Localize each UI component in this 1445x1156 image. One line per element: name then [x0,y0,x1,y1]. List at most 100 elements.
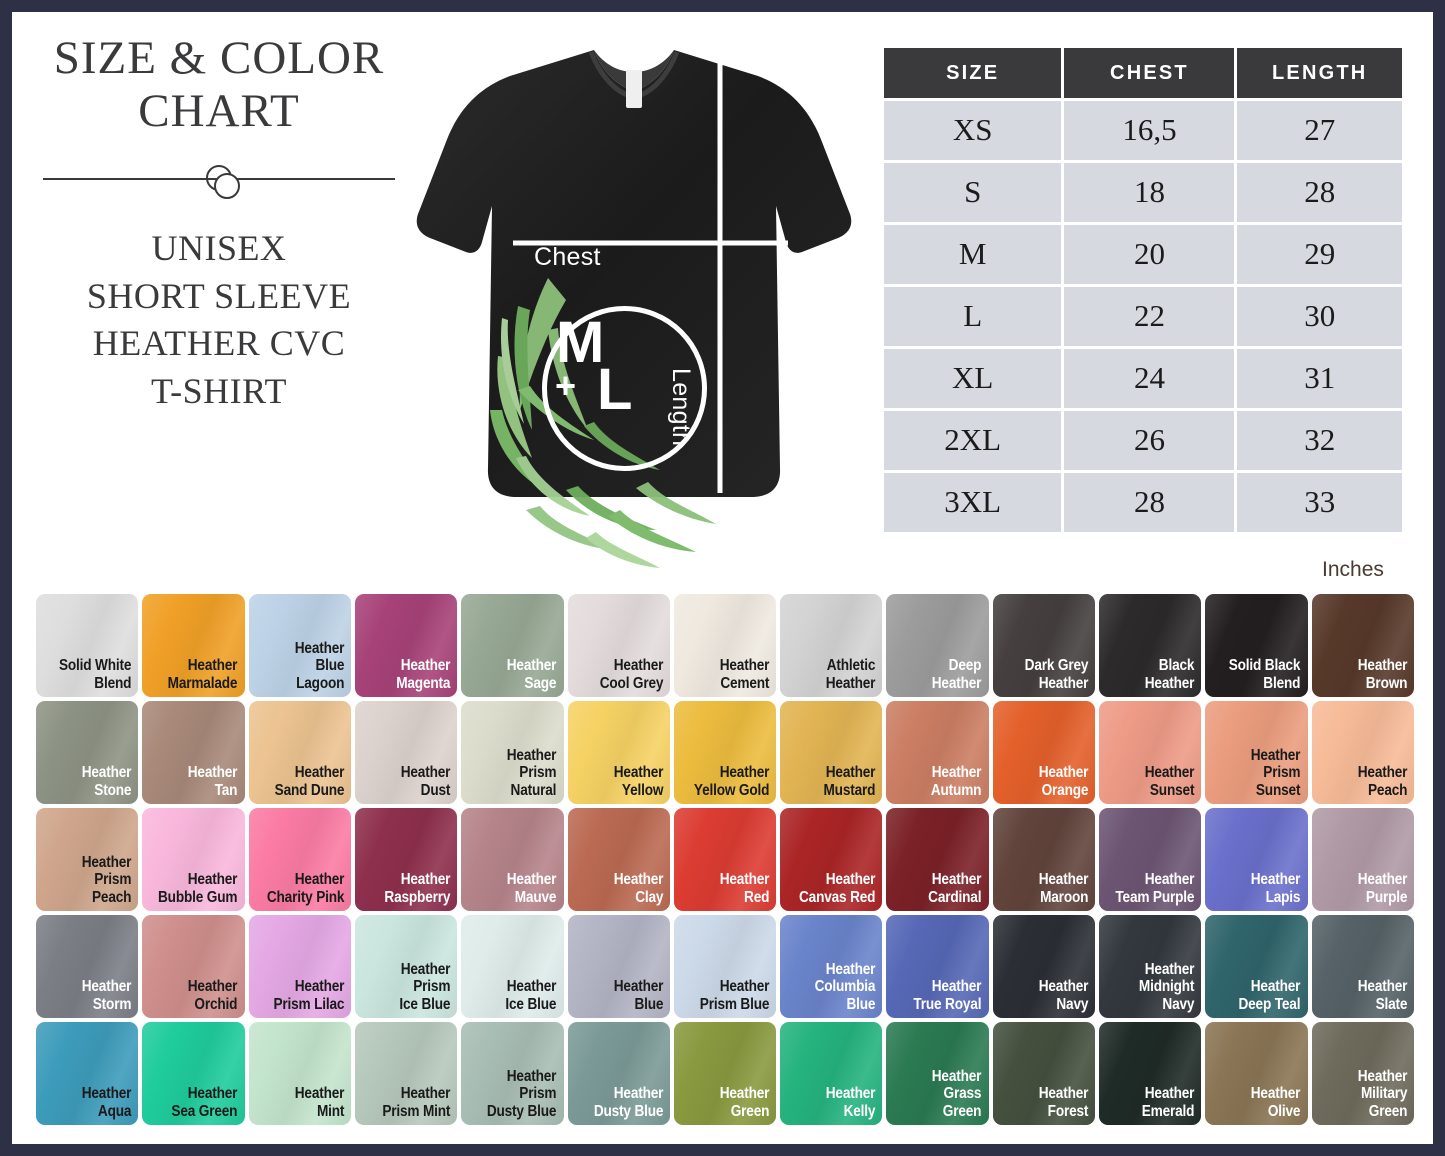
color-swatch[interactable]: Heather Deep Teal [1205,915,1308,1018]
swatch-label: Heather Storm [81,978,132,1013]
color-swatch[interactable]: Heather Yellow [567,701,670,804]
color-swatch[interactable]: Heather Sand Dune [248,701,351,804]
cell-length: 27 [1237,101,1402,160]
color-swatch[interactable]: Heather Team Purple [1099,808,1202,911]
color-swatch[interactable]: Heather Brown [1311,594,1414,697]
color-swatch[interactable]: Heather Cement [673,594,777,697]
color-swatch[interactable]: Heather Prism Mint [354,1022,458,1125]
cell-length: 28 [1237,163,1402,222]
color-swatch[interactable]: Heather Emerald [1099,1022,1202,1125]
color-swatch[interactable]: Deep Heather [886,594,989,697]
table-row: S 18 28 [884,163,1402,222]
color-swatch[interactable]: Heather Prism Blue [673,915,777,1018]
swatch-label: Deep Heather [932,657,982,692]
color-swatch[interactable]: Heather Cardinal [886,808,989,911]
color-swatch[interactable]: Heather Stone [36,701,139,804]
swatch-label: Heather Slate [1357,978,1407,1013]
color-swatch[interactable]: Heather Blue [567,915,670,1018]
swatch-label: Heather Columbia Blue [814,960,876,1013]
color-swatch[interactable]: Heather Dust [354,701,458,804]
color-swatch[interactable]: Solid Black Blend [1205,594,1308,697]
color-swatch[interactable]: Heather Maroon [992,808,1096,911]
color-swatch[interactable]: Heather Mint [248,1022,351,1125]
chart-frame: SIZE & COLOR CHART UNISEX SHORT SLEEVE H… [12,12,1433,1144]
swatch-label: Heather Prism Lilac [273,978,344,1013]
color-swatch[interactable]: Heather Sunset [1099,701,1202,804]
color-swatch[interactable]: Black Heather [1099,594,1202,697]
color-swatch[interactable]: Heather Midnight Navy [1099,915,1202,1018]
cell-length: 32 [1237,411,1402,470]
color-swatch[interactable]: Heather Prism Peach [36,808,139,911]
ml-logo-circle [542,306,707,471]
color-swatch[interactable]: Heather Peach [1311,701,1414,804]
color-swatch[interactable]: Heather Aqua [36,1022,139,1125]
swatch-label: Heather Midnight Navy [1138,960,1195,1013]
cell-size: L [884,287,1062,346]
color-swatch[interactable]: Heather Charity Pink [248,808,351,911]
color-swatch[interactable]: Dark Grey Heather [992,594,1096,697]
color-swatch[interactable]: Heather Grass Green [886,1022,989,1125]
swatch-label: Heather Bubble Gum [158,871,238,906]
swatch-label: Heather Orchid [188,978,238,1013]
swatch-label: Heather Ice Blue [505,978,557,1013]
swatch-label: Heather Yellow [613,764,663,799]
color-swatch[interactable]: Heather Kelly [780,1022,883,1125]
table-row: XL 24 31 [884,349,1402,408]
color-swatch[interactable]: Heather Forest [992,1022,1096,1125]
color-swatch[interactable]: Heather Lapis [1205,808,1308,911]
cell-chest: 22 [1064,287,1235,346]
color-swatch[interactable]: Heather Mauve [461,808,564,911]
color-swatch[interactable]: Solid White Blend [36,594,139,697]
color-swatch[interactable]: Heather Canvas Red [780,808,883,911]
color-swatch[interactable]: Heather Yellow Gold [673,701,777,804]
color-swatch[interactable]: Heather Navy [992,915,1096,1018]
color-swatch[interactable]: Heather Military Green [1311,1022,1414,1125]
color-swatch[interactable]: Heather Ice Blue [461,915,564,1018]
color-swatch[interactable]: Heather Prism Sunset [1205,701,1308,804]
color-swatch[interactable]: Heather Green [673,1022,777,1125]
color-swatch[interactable]: Heather Olive [1205,1022,1308,1125]
color-swatch[interactable]: Heather Orange [992,701,1096,804]
swatch-label: Heather Mauve [506,871,557,906]
color-swatch[interactable]: Heather Bubble Gum [142,808,245,911]
color-swatch[interactable]: Heather Sage [461,594,564,697]
cell-length: 33 [1237,473,1402,532]
swatch-label: Athletic Heather [825,657,876,692]
color-swatch[interactable]: Heather Sea Green [142,1022,245,1125]
swatch-label: Heather Canvas Red [799,871,876,906]
color-swatch[interactable]: Heather Autumn [886,701,989,804]
color-swatch[interactable]: Heather True Royal [886,915,989,1018]
color-swatch[interactable]: Heather Dusty Blue [567,1022,670,1125]
color-swatch[interactable]: Heather Blue Lagoon [248,594,351,697]
swatch-label: Heather Sunset [1144,764,1195,799]
color-swatch[interactable]: Heather Raspberry [354,808,458,911]
color-swatch[interactable]: Athletic Heather [780,594,883,697]
color-swatch[interactable]: Heather Prism Ice Blue [354,915,458,1018]
color-swatch[interactable]: Heather Prism Natural [461,701,564,804]
swatch-label: Heather Peach [1357,764,1407,799]
swatch-label: Heather Mint [294,1085,344,1120]
color-swatch[interactable]: Heather Mustard [780,701,883,804]
color-swatch[interactable]: Heather Orchid [142,915,245,1018]
swatch-label: Heather Dusty Blue [593,1085,663,1120]
color-swatch[interactable]: Heather Magenta [354,594,458,697]
color-swatch[interactable]: Heather Slate [1311,915,1414,1018]
color-swatch[interactable]: Heather Marmalade [142,594,245,697]
page-title-line2: CHART [138,84,300,137]
swatch-label: Black Heather [1144,657,1195,692]
swatch-label: Heather True Royal [913,978,982,1013]
color-swatch[interactable]: Heather Prism Dusty Blue [461,1022,564,1125]
cell-chest: 18 [1064,163,1235,222]
color-swatch[interactable]: Heather Clay [567,808,670,911]
color-swatch[interactable]: Heather Cool Grey [567,594,670,697]
cell-length: 30 [1237,287,1402,346]
color-swatch[interactable]: Heather Storm [36,915,139,1018]
table-row: XS 16,5 27 [884,101,1402,160]
color-swatch[interactable]: Heather Tan [142,701,245,804]
color-swatch[interactable]: Heather Prism Lilac [248,915,351,1018]
color-swatch[interactable]: Heather Columbia Blue [780,915,883,1018]
color-swatch[interactable]: Heather Red [673,808,777,911]
swatch-label: Heather Olive [1251,1085,1301,1120]
color-swatch[interactable]: Heather Purple [1311,808,1414,911]
swatch-label: Heather Green [719,1085,770,1120]
